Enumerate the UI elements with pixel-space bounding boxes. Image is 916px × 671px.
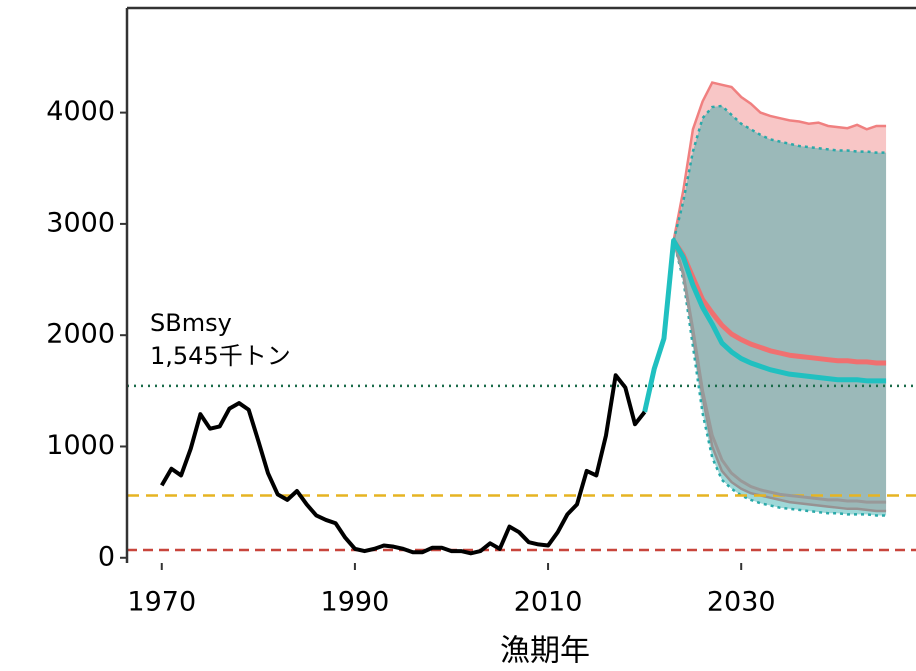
annotation: 1,545千トン <box>150 342 291 370</box>
x-tick-label: 1970 <box>127 587 196 618</box>
series-line <box>160 373 647 556</box>
x-tick-label: 1990 <box>321 587 390 618</box>
series-line <box>671 239 887 366</box>
y-tick-label: 1000 <box>46 430 115 461</box>
y-tick-label: 3000 <box>46 207 115 238</box>
y-tick-label: 4000 <box>46 96 115 127</box>
annotation: SBmsy <box>150 309 232 337</box>
series-line <box>642 238 887 413</box>
band-edge <box>672 81 887 241</box>
uncertainty-band <box>673 105 887 516</box>
y-tick-label: 2000 <box>46 319 115 350</box>
uncertainty-band <box>673 82 887 512</box>
x-axis-label: 漁期年 <box>500 634 590 669</box>
band-edge <box>672 240 887 513</box>
x-tick-label: 2010 <box>514 587 583 618</box>
series-line <box>672 240 887 504</box>
y-tick-label: 0 <box>98 541 115 572</box>
band-edge <box>672 104 887 241</box>
x-tick-label: 2030 <box>707 587 776 618</box>
band-edge <box>672 240 887 517</box>
